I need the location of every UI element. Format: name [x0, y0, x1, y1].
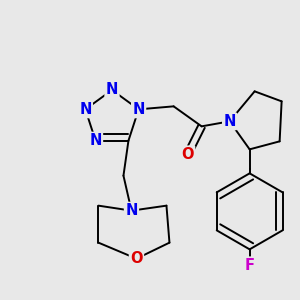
Text: N: N — [106, 82, 118, 98]
Text: F: F — [244, 258, 255, 273]
Text: N: N — [125, 203, 138, 218]
Text: N: N — [89, 133, 102, 148]
Text: N: N — [79, 102, 92, 117]
Text: N: N — [224, 114, 236, 129]
Text: N: N — [132, 102, 145, 117]
Text: O: O — [130, 251, 143, 266]
Text: O: O — [182, 147, 194, 162]
